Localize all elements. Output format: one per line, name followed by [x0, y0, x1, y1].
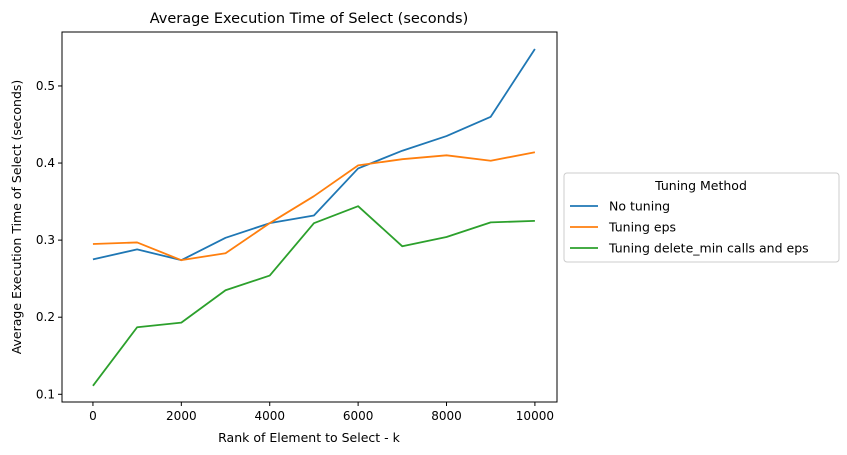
x-tick-label: 8000: [431, 409, 462, 423]
series-line-2: [92, 151, 536, 262]
x-tick-label: 2000: [166, 409, 197, 423]
y-tick-label: 0.5: [36, 79, 55, 93]
legend-label-3: Tuning delete_min calls and eps: [608, 241, 809, 256]
x-tick-label: 4000: [254, 409, 285, 423]
y-axis-ticks: 0.1 0.2 0.3 0.4 0.5: [36, 79, 62, 401]
x-tick-label: 0: [89, 409, 97, 423]
axes-spines: [61, 31, 558, 403]
y-axis-label: Average Execution Time of Select (second…: [9, 80, 24, 355]
legend-title: Tuning Method: [654, 178, 747, 193]
series-layer: [92, 48, 536, 387]
legend: Tuning Method No tuning Tuning eps Tuning …: [563, 172, 840, 263]
series-line-3: [92, 205, 535, 387]
x-tick-label: 6000: [343, 409, 374, 423]
y-tick-label: 0.1: [36, 387, 55, 401]
x-axis-ticks: 0 2000 4000 6000 8000 10000: [89, 402, 554, 423]
legend-entries: No tuning Tuning eps Tuning delete_min cal…: [570, 199, 809, 256]
y-tick-label: 0.3: [36, 233, 55, 247]
y-tick-label: 0.4: [36, 156, 55, 170]
legend-label-1: No tuning: [609, 199, 670, 214]
legend-label-2: Tuning eps: [608, 220, 676, 235]
chart-title: Average Execution Time of Select (second…: [150, 11, 469, 27]
y-tick-label: 0.2: [36, 310, 55, 324]
series-line-1: [92, 48, 536, 262]
legend-box: [563, 172, 840, 263]
x-axis-label: Rank of Element to Select - k: [218, 430, 400, 445]
x-tick-label: 10000: [516, 409, 554, 423]
